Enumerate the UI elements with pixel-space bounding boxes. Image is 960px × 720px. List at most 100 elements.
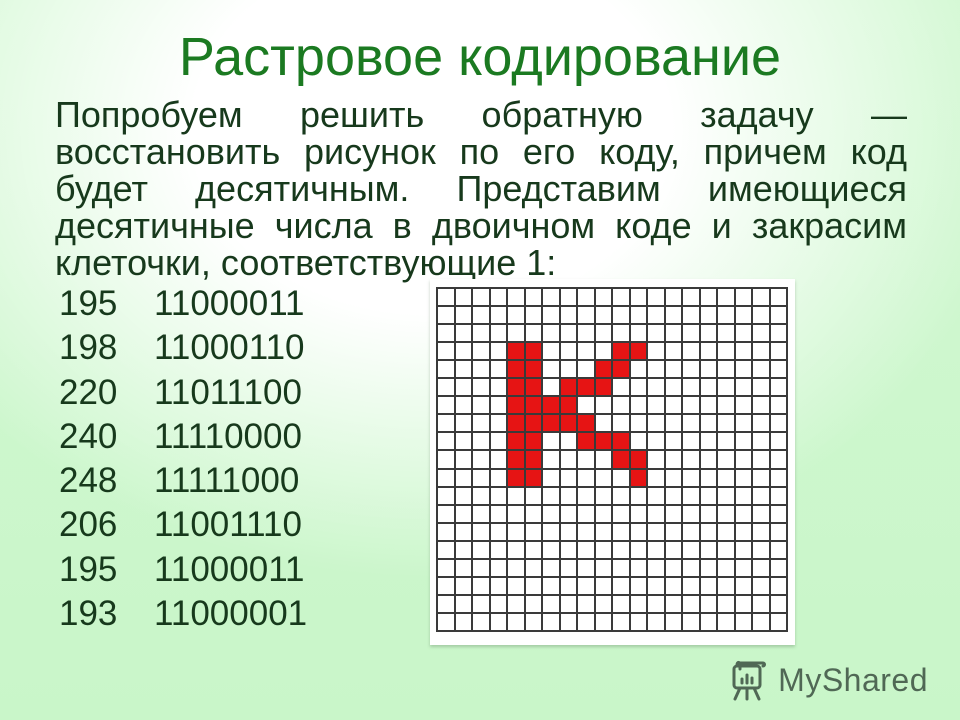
grid-cell <box>699 576 717 595</box>
grid-cell <box>559 324 577 343</box>
grid-cell <box>542 594 560 613</box>
grid-cell <box>559 612 577 631</box>
flipchart-icon <box>732 660 767 701</box>
grid-cell <box>489 594 507 613</box>
grid-cell <box>472 612 490 631</box>
grid-cell <box>542 360 560 379</box>
grid-cell <box>454 342 472 361</box>
grid-cell <box>489 324 507 343</box>
grid-cell <box>769 540 787 559</box>
grid-cell <box>454 576 472 595</box>
grid-cell <box>524 522 542 541</box>
grid-cell <box>629 342 647 361</box>
grid-cell <box>542 414 560 433</box>
grid-cell <box>769 576 787 595</box>
grid-cell <box>612 414 630 433</box>
grid-cell <box>717 612 735 631</box>
grid-cell <box>769 450 787 469</box>
grid-cell <box>577 306 595 325</box>
grid-cell <box>489 450 507 469</box>
grid-cell <box>542 486 560 505</box>
grid-cell <box>507 360 525 379</box>
grid-cell <box>437 612 455 631</box>
grid-cell <box>507 378 525 397</box>
grid-cell <box>437 288 455 307</box>
grid-cell <box>752 342 770 361</box>
grid-cell <box>594 432 612 451</box>
grid-cell <box>437 558 455 577</box>
grid-cell <box>577 540 595 559</box>
grid-cell <box>594 612 612 631</box>
grid-cell <box>472 486 490 505</box>
paragraph-line: восстановить рисунок по его коду, причем… <box>55 131 907 172</box>
code-row: 248 11111000 <box>59 461 389 505</box>
grid-cell <box>472 504 490 523</box>
grid-cell <box>542 468 560 487</box>
decimal-value: 195 <box>59 549 118 589</box>
grid-cell <box>769 342 787 361</box>
grid-cell <box>769 288 787 307</box>
grid-cell <box>594 288 612 307</box>
grid-cell <box>577 396 595 415</box>
grid-cell <box>664 360 682 379</box>
myshared-watermark: MyShared <box>727 657 928 703</box>
grid-cell <box>734 432 752 451</box>
grid-cell <box>507 540 525 559</box>
grid-cell <box>472 522 490 541</box>
grid-cell <box>664 594 682 613</box>
grid-cell <box>524 306 542 325</box>
grid-cell <box>752 522 770 541</box>
grid-cell <box>577 612 595 631</box>
grid-cell <box>489 558 507 577</box>
grid-cell <box>612 540 630 559</box>
binary-value: 11011100 <box>154 372 302 412</box>
grid-cell <box>699 342 717 361</box>
grid-cell <box>559 504 577 523</box>
grid-cell <box>577 576 595 595</box>
grid-cell <box>629 594 647 613</box>
grid-cell <box>699 486 717 505</box>
pixel-grid-panel <box>430 279 795 645</box>
grid-cell <box>507 504 525 523</box>
grid-cell <box>734 342 752 361</box>
grid-cell <box>682 360 700 379</box>
grid-cell <box>542 522 560 541</box>
grid-cell <box>594 342 612 361</box>
grid-cell <box>594 576 612 595</box>
paragraph-line: десятичные числа в двоичном коде и закра… <box>55 205 907 246</box>
code-row: 240 11110000 <box>59 417 389 461</box>
grid-cell <box>577 522 595 541</box>
grid-cell <box>647 486 665 505</box>
grid-cell <box>594 486 612 505</box>
grid-cell <box>664 558 682 577</box>
grid-cell <box>559 576 577 595</box>
grid-cell <box>507 450 525 469</box>
grid-cell <box>542 540 560 559</box>
grid-cell <box>559 486 577 505</box>
grid-cell <box>472 576 490 595</box>
grid-cell <box>629 612 647 631</box>
grid-cell <box>612 450 630 469</box>
grid-cell <box>769 414 787 433</box>
grid-cell <box>507 522 525 541</box>
grid-cell <box>664 396 682 415</box>
grid-cell <box>437 414 455 433</box>
grid-cell <box>454 522 472 541</box>
grid-cell <box>717 288 735 307</box>
grid-cell <box>734 360 752 379</box>
grid-cell <box>752 594 770 613</box>
grid-cell <box>437 504 455 523</box>
grid-cell <box>769 558 787 577</box>
grid-cell <box>437 576 455 595</box>
code-row: 195 11000011 <box>59 550 389 594</box>
grid-cell <box>664 324 682 343</box>
grid-cell <box>682 450 700 469</box>
binary-value: 11000110 <box>154 328 305 368</box>
grid-cell <box>472 540 490 559</box>
grid-cell <box>717 576 735 595</box>
paragraph-line: Попробуем решить обратную задачу — <box>55 94 907 135</box>
decimal-value: 248 <box>59 461 118 501</box>
grid-cell <box>717 522 735 541</box>
grid-cell <box>489 288 507 307</box>
grid-cell <box>647 324 665 343</box>
